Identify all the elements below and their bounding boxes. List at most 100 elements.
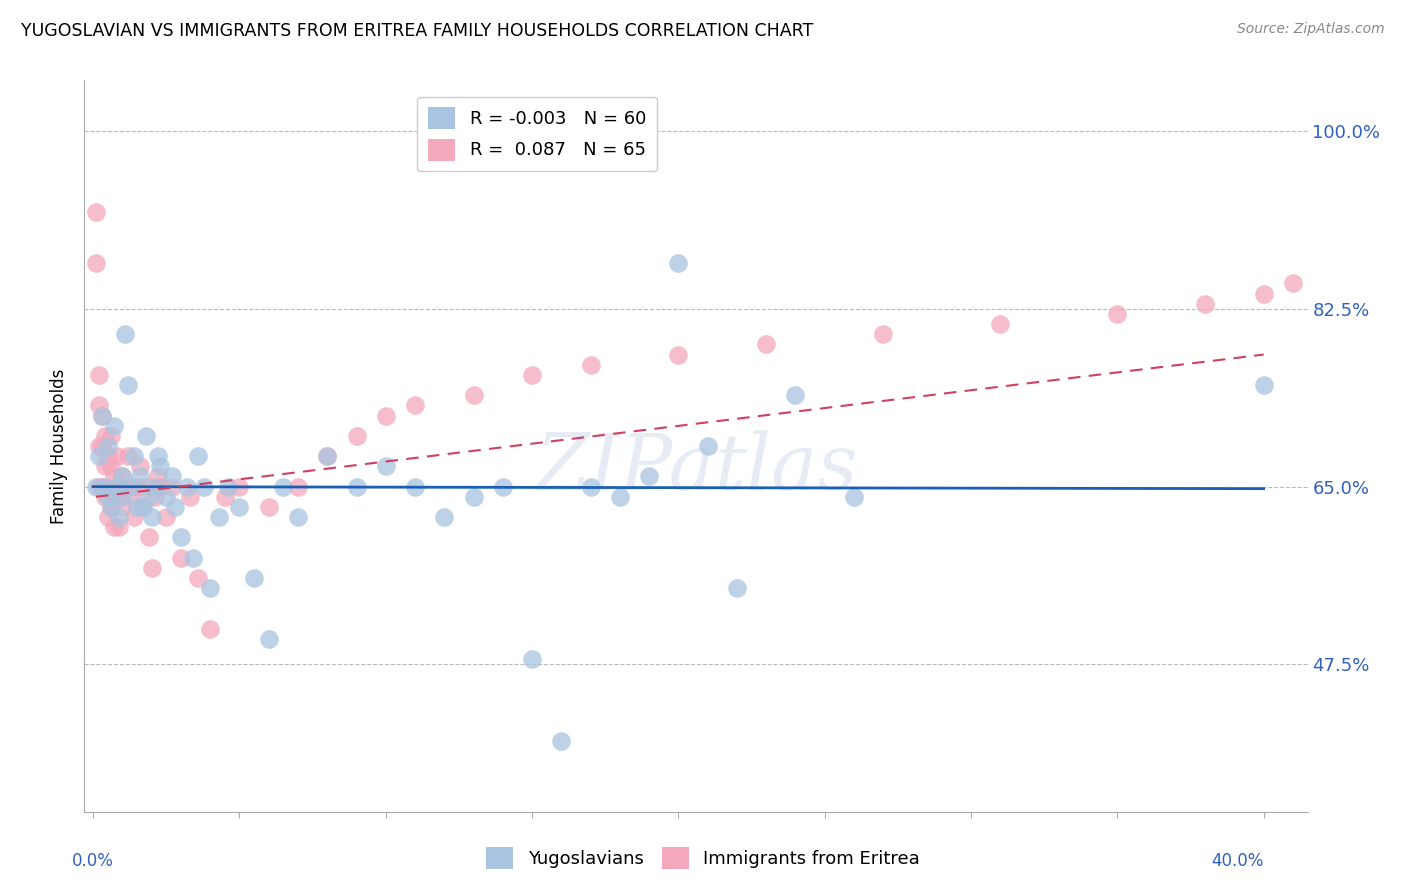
Point: [463, 490, 485, 504]
Point: [198, 581, 221, 595]
Point: [111, 500, 134, 514]
Point: [117, 449, 139, 463]
Point: [97, 439, 120, 453]
Point: [117, 378, 139, 392]
Point: [90, 480, 112, 494]
Point: [1282, 277, 1305, 291]
Point: [520, 368, 543, 382]
Point: [97, 480, 120, 494]
Point: [257, 500, 280, 514]
Point: [988, 317, 1011, 331]
Point: [696, 439, 718, 453]
Point: [138, 530, 160, 544]
Point: [108, 490, 131, 504]
Y-axis label: Family Households: Family Households: [51, 368, 69, 524]
Point: [120, 480, 142, 494]
Point: [97, 449, 120, 463]
Point: [135, 480, 157, 494]
Point: [132, 500, 155, 514]
Legend: R = -0.003   N = 60, R =  0.087   N = 65: R = -0.003 N = 60, R = 0.087 N = 65: [418, 96, 657, 171]
Point: [463, 388, 485, 402]
Text: Source: ZipAtlas.com: Source: ZipAtlas.com: [1237, 22, 1385, 37]
Point: [141, 561, 163, 575]
Point: [668, 256, 690, 270]
Point: [94, 429, 117, 443]
Point: [90, 439, 112, 453]
Point: [374, 409, 396, 423]
Point: [187, 571, 209, 585]
Point: [1107, 307, 1129, 321]
Point: [87, 368, 110, 382]
Point: [135, 429, 157, 443]
Point: [579, 358, 602, 372]
Point: [520, 652, 543, 666]
Point: [725, 581, 748, 595]
Point: [114, 480, 136, 494]
Point: [146, 469, 169, 483]
Point: [155, 490, 177, 504]
Point: [103, 469, 125, 483]
Point: [170, 550, 193, 565]
Point: [287, 480, 309, 494]
Point: [316, 449, 339, 463]
Point: [105, 480, 128, 494]
Point: [208, 510, 231, 524]
Point: [579, 480, 602, 494]
Point: [84, 480, 107, 494]
Point: [872, 327, 894, 342]
Point: [181, 550, 204, 565]
Point: [100, 500, 122, 514]
Point: [122, 449, 145, 463]
Point: [87, 439, 110, 453]
Point: [100, 459, 122, 474]
Point: [122, 510, 145, 524]
Point: [228, 500, 250, 514]
Point: [243, 571, 266, 585]
Point: [1253, 286, 1275, 301]
Point: [179, 490, 201, 504]
Point: [316, 449, 339, 463]
Point: [94, 480, 117, 494]
Point: [100, 429, 122, 443]
Point: [638, 469, 661, 483]
Point: [668, 347, 690, 362]
Point: [111, 469, 134, 483]
Point: [100, 500, 122, 514]
Point: [87, 398, 110, 412]
Point: [160, 469, 183, 483]
Text: YUGOSLAVIAN VS IMMIGRANTS FROM ERITREA FAMILY HOUSEHOLDS CORRELATION CHART: YUGOSLAVIAN VS IMMIGRANTS FROM ERITREA F…: [21, 22, 813, 40]
Point: [433, 510, 456, 524]
Point: [346, 480, 368, 494]
Point: [1194, 297, 1216, 311]
Point: [198, 622, 221, 636]
Point: [105, 449, 128, 463]
Point: [149, 480, 172, 494]
Point: [170, 530, 193, 544]
Point: [160, 480, 183, 494]
Point: [217, 480, 239, 494]
Point: [129, 459, 152, 474]
Point: [149, 459, 172, 474]
Point: [842, 490, 865, 504]
Point: [94, 459, 117, 474]
Point: [90, 409, 112, 423]
Point: [84, 205, 107, 219]
Point: [87, 449, 110, 463]
Point: [143, 480, 166, 494]
Point: [187, 449, 209, 463]
Point: [143, 490, 166, 504]
Point: [97, 490, 120, 504]
Point: [138, 490, 160, 504]
Point: [111, 490, 134, 504]
Point: [165, 500, 187, 514]
Point: [492, 480, 515, 494]
Point: [111, 469, 134, 483]
Point: [132, 500, 155, 514]
Point: [141, 510, 163, 524]
Text: ZIPatlas: ZIPatlas: [534, 430, 858, 506]
Point: [550, 733, 572, 747]
Point: [114, 327, 136, 342]
Point: [94, 490, 117, 504]
Point: [87, 480, 110, 494]
Point: [103, 490, 125, 504]
